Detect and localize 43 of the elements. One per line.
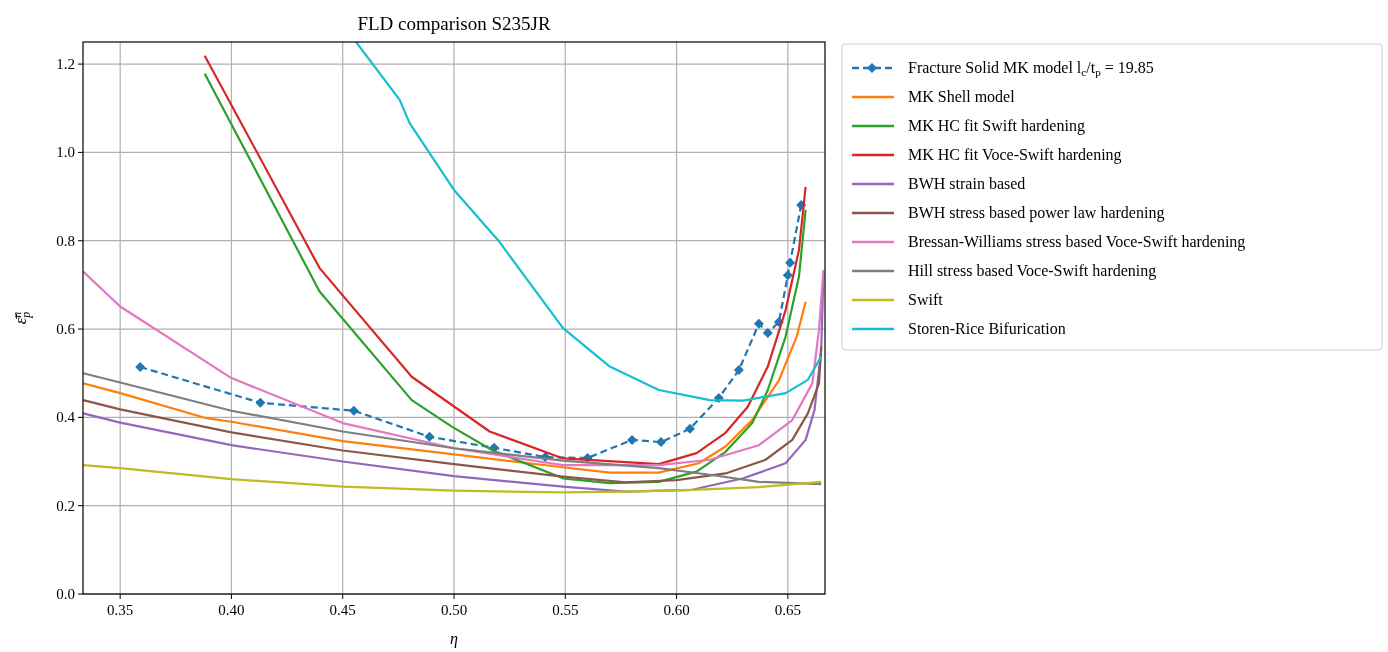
line-series xyxy=(83,300,807,474)
x-tick-label: 0.55 xyxy=(552,602,579,618)
legend-label: MK Shell model xyxy=(908,88,1016,105)
x-axis-title: η xyxy=(450,630,459,648)
point xyxy=(785,257,796,268)
point xyxy=(655,437,666,448)
y-tick-label: 1.2 xyxy=(56,56,75,73)
legend-label: BWH stress based power law hardening xyxy=(908,204,1165,222)
y-tick-label: 0.0 xyxy=(56,586,75,602)
x-tick-label: 0.60 xyxy=(663,602,690,618)
x-tick-label: 0.40 xyxy=(218,602,245,618)
point xyxy=(684,423,695,434)
point xyxy=(733,365,744,376)
y-tick-label: 0.4 xyxy=(56,409,76,426)
point xyxy=(348,405,359,416)
point xyxy=(627,434,638,445)
point xyxy=(782,270,793,281)
point xyxy=(753,318,764,329)
x-tick-label: 0.50 xyxy=(440,602,468,618)
x-tick-label: 0.45 xyxy=(329,602,356,618)
legend-label: MK HC fit Swift hardening xyxy=(908,117,1085,135)
legend-label: BWH strain based xyxy=(908,175,1026,192)
y-tick-label: 0.6 xyxy=(56,321,76,338)
line-series xyxy=(83,372,823,486)
line-series xyxy=(83,345,823,484)
line-series xyxy=(83,463,823,494)
x-tick-label: 0.35 xyxy=(107,602,134,618)
legend-label: MK HC fit Voce-Swift hardening xyxy=(908,146,1122,164)
y-tick-label: 1.0 xyxy=(56,144,75,161)
point xyxy=(135,362,146,373)
chart-title: FLD comparison S235JR xyxy=(357,13,551,34)
legend-label: Hill stress based Voce-Swift hardening xyxy=(908,262,1157,280)
legend-label: Swift xyxy=(908,291,944,308)
line-series xyxy=(354,42,823,402)
y-tick-label: 0.8 xyxy=(56,232,75,249)
x-tick-label: 0.65 xyxy=(774,602,801,618)
legend-label: Storen-Rice Bifurication xyxy=(908,320,1066,337)
legend-label: Fracture Solid MK model l$_{c}$/t$_{p}$ = 19.85 xyxy=(908,59,1154,79)
point xyxy=(424,431,435,442)
point xyxy=(255,397,266,408)
point xyxy=(762,328,773,339)
legend-label: Bressan-Williams stress based Voce-Swift hardening xyxy=(908,233,1246,251)
y-tick-label: 0.2 xyxy=(56,497,75,514)
